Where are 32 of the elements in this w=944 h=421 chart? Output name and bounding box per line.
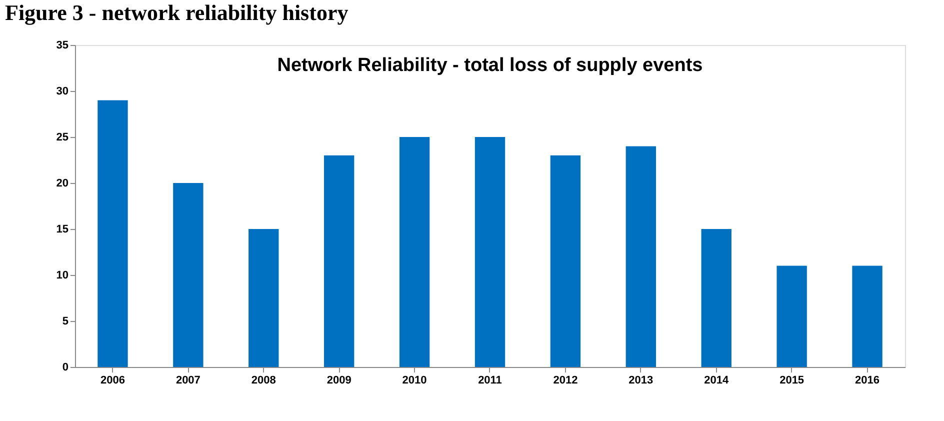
bar (626, 146, 656, 367)
bar (550, 155, 581, 367)
x-tick-label: 2016 (855, 374, 880, 386)
bar (474, 137, 506, 367)
bar (173, 183, 204, 367)
text: Network Reliability - total loss of supply events (277, 55, 703, 76)
x-tick-label: 2009 (326, 374, 352, 386)
y-tick-label: 20 (56, 178, 68, 190)
x-tick-label: 2006 (100, 374, 125, 386)
caption: Figure 3 - network reliability history (5, 0, 348, 25)
bar (776, 266, 807, 367)
bar (324, 155, 354, 367)
x-tick-label: 2007 (176, 374, 200, 386)
x-tick-label: 2015 (780, 374, 804, 386)
x-tick-label: 2012 (553, 374, 578, 386)
bar (248, 229, 279, 367)
y-tick-label: 5 (62, 316, 68, 328)
x-tick-label: 2008 (251, 374, 276, 386)
y-tick-label: 30 (56, 86, 68, 98)
x-tick-label: 2010 (402, 374, 427, 386)
bar (98, 100, 128, 367)
y-tick-label: 10 (56, 270, 68, 282)
y-tick-label: 0 (62, 362, 68, 374)
x-tick-label: 2013 (628, 374, 654, 386)
y-tick-label: 15 (56, 224, 68, 236)
bar (399, 137, 430, 367)
y-tick-label: 35 (56, 40, 68, 52)
bar (701, 229, 732, 367)
x-tick-label: 2014 (704, 374, 730, 386)
y-tick-label: 25 (56, 132, 68, 144)
x-tick-label: 2011 (478, 374, 502, 386)
bar (852, 266, 882, 367)
